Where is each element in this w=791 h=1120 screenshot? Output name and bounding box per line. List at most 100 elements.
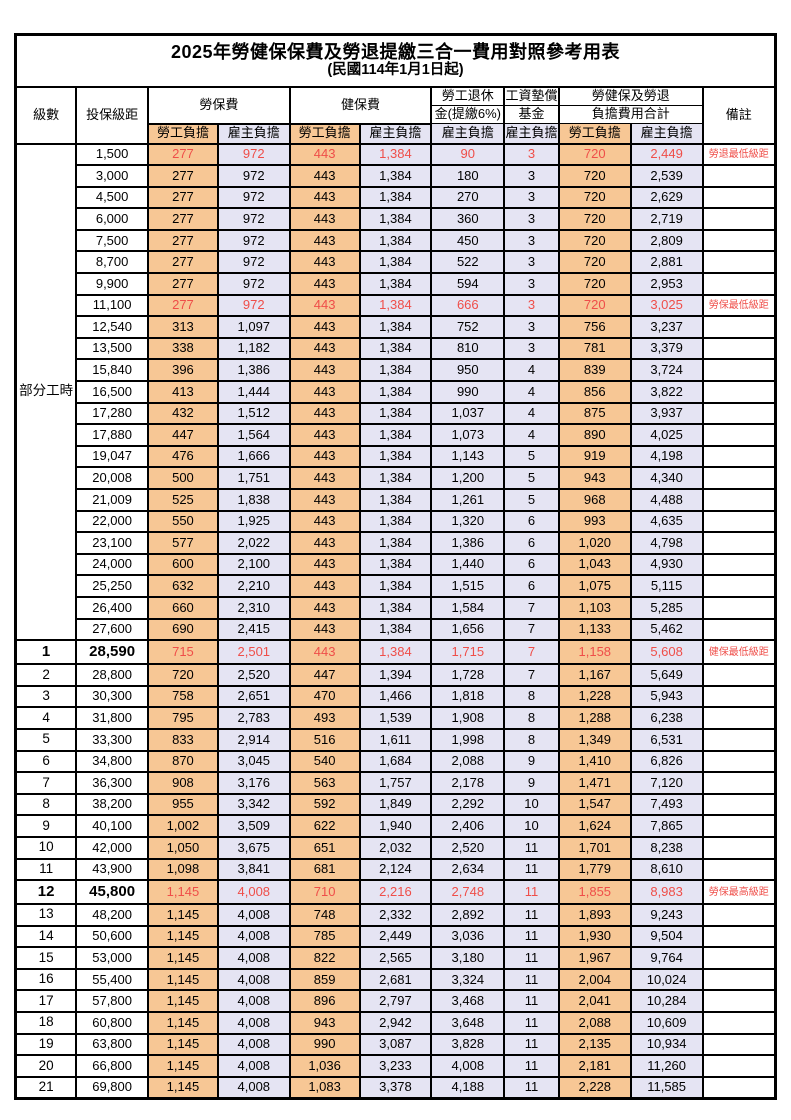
wage-fund-cell: 11 (503, 967, 560, 992)
total-employer-cell: 2,809 (629, 228, 704, 253)
bracket-cell: 53,000 (75, 946, 150, 970)
total-employee-cell: 1,624 (557, 814, 632, 838)
table-row: 20 66,800 1,145 4,008 1,036 3,233 4,008 11 2,181… (14, 1054, 777, 1078)
total-employee-cell: 968 (557, 488, 632, 512)
col-header-health-insurance: 健保費 (288, 86, 433, 125)
labor-employer-cell: 3,675 (216, 835, 291, 860)
title-row: 2025年勞健保保費及勞退提繳三合一費用對照參考用表 (民國114年1月1日起) (14, 33, 777, 88)
total-employer-cell: 11,585 (629, 1075, 704, 1100)
health-employee-cell: 443 (288, 466, 361, 490)
health-employee-cell: 443 (288, 595, 361, 620)
level-cell: 9 (14, 814, 78, 838)
bracket-cell: 23,100 (75, 531, 150, 555)
health-employee-cell: 443 (288, 401, 361, 426)
table-row: 11,100 277 972 443 1,384 666 3 720 3,025 勞保最低級距 (16, 293, 777, 318)
health-employer-cell: 3,378 (358, 1075, 433, 1100)
bracket-cell: 9,900 (75, 272, 150, 296)
wage-fund-cell: 11 (503, 989, 560, 1014)
total-employee-cell: 781 (557, 336, 632, 361)
total-employer-cell: 5,608 (629, 639, 704, 666)
health-employer-cell: 2,332 (358, 903, 433, 927)
labor-employee-cell: 1,145 (147, 1032, 219, 1057)
remark-cell (701, 185, 777, 210)
health-employer-cell: 1,384 (358, 358, 433, 383)
bracket-cell: 16,500 (75, 380, 150, 404)
pension-cell: 1,818 (430, 684, 506, 709)
total-employer-cell: 10,934 (629, 1032, 704, 1057)
labor-employee-cell: 1,145 (147, 879, 219, 906)
table-row: 21 69,800 1,145 4,008 1,083 3,378 4,188 11 2,228… (14, 1075, 777, 1100)
labor-employee-cell: 1,050 (147, 835, 219, 860)
remark-cell (701, 663, 777, 687)
health-employer-cell: 3,233 (358, 1054, 433, 1078)
bracket-cell: 24,000 (75, 552, 150, 577)
wage-fund-cell: 6 (503, 552, 560, 577)
total-employee-cell: 890 (557, 423, 632, 447)
pension-cell: 3,180 (430, 946, 506, 970)
health-employer-cell: 1,384 (358, 488, 433, 512)
table-row: 9,900 277 972 443 1,384 594 3 720 2,953 (16, 272, 777, 296)
remark-cell (701, 444, 777, 469)
table-row: 26,400 660 2,310 443 1,384 1,584 7 1,103 5,285 (16, 595, 777, 620)
pension-cell: 3,648 (430, 1011, 506, 1035)
remark-cell (701, 488, 777, 512)
labor-employer-cell: 972 (216, 272, 291, 296)
labor-employer-cell: 2,783 (216, 706, 291, 730)
level-cell: 3 (14, 684, 78, 709)
wage-fund-cell: 11 (503, 1075, 560, 1100)
col-header-remark: 備註 (701, 86, 777, 145)
labor-employee-cell: 577 (147, 531, 219, 555)
col-header-level: 級數 (14, 86, 78, 145)
total-employer-cell: 3,237 (629, 315, 704, 339)
labor-employee-cell: 1,145 (147, 903, 219, 927)
health-employee-cell: 443 (288, 380, 361, 404)
labor-employer-cell: 2,310 (216, 595, 291, 620)
total-employer-cell: 3,379 (629, 336, 704, 361)
bracket-cell: 28,800 (75, 663, 150, 687)
wage-fund-cell: 7 (503, 663, 560, 687)
col-header-total-line2: 負擔費用合計 (557, 105, 704, 124)
wage-fund-cell: 3 (503, 142, 560, 167)
labor-employee-cell: 870 (147, 749, 219, 774)
subheader-labor-employee: 勞工負擔 (147, 123, 219, 145)
health-employer-cell: 1,384 (358, 595, 433, 620)
remark-cell (701, 1075, 777, 1100)
labor-employee-cell: 338 (147, 336, 219, 361)
total-employer-cell: 11,260 (629, 1054, 704, 1078)
bracket-cell: 21,009 (75, 488, 150, 512)
bracket-cell: 33,300 (75, 727, 150, 752)
health-employee-cell: 516 (288, 727, 361, 752)
pension-cell: 1,728 (430, 663, 506, 687)
health-employer-cell: 1,940 (358, 814, 433, 838)
bracket-cell: 28,590 (75, 639, 150, 666)
labor-employer-cell: 4,008 (216, 1054, 291, 1078)
pension-cell: 2,520 (430, 835, 506, 860)
total-employer-cell: 9,504 (629, 924, 704, 949)
wage-fund-cell: 7 (503, 595, 560, 620)
total-employee-cell: 720 (557, 250, 632, 275)
labor-employer-cell: 972 (216, 293, 291, 318)
header-row-1: 級數 投保級距 勞保費 健保費 勞工退休 工資墊償 勞健保及勞退 備註 (14, 86, 777, 145)
bracket-cell: 69,800 (75, 1075, 150, 1100)
total-employer-cell: 6,531 (629, 727, 704, 752)
labor-employer-cell: 4,008 (216, 1011, 291, 1035)
health-employee-cell: 443 (288, 185, 361, 210)
total-employee-cell: 839 (557, 358, 632, 383)
wage-fund-cell: 3 (503, 228, 560, 253)
total-employee-cell: 1,410 (557, 749, 632, 774)
bracket-cell: 15,840 (75, 358, 150, 383)
health-employer-cell: 1,384 (358, 444, 433, 469)
bracket-cell: 50,600 (75, 924, 150, 949)
wage-fund-cell: 6 (503, 509, 560, 534)
total-employee-cell: 720 (557, 272, 632, 296)
bracket-cell: 26,400 (75, 595, 150, 620)
total-employee-cell: 2,004 (557, 967, 632, 992)
total-employer-cell: 2,953 (629, 272, 704, 296)
total-employer-cell: 5,115 (629, 574, 704, 598)
labor-employer-cell: 2,210 (216, 574, 291, 598)
health-employee-cell: 443 (288, 531, 361, 555)
health-employer-cell: 1,384 (358, 164, 433, 188)
total-employee-cell: 1,020 (557, 531, 632, 555)
total-employer-cell: 10,609 (629, 1011, 704, 1035)
